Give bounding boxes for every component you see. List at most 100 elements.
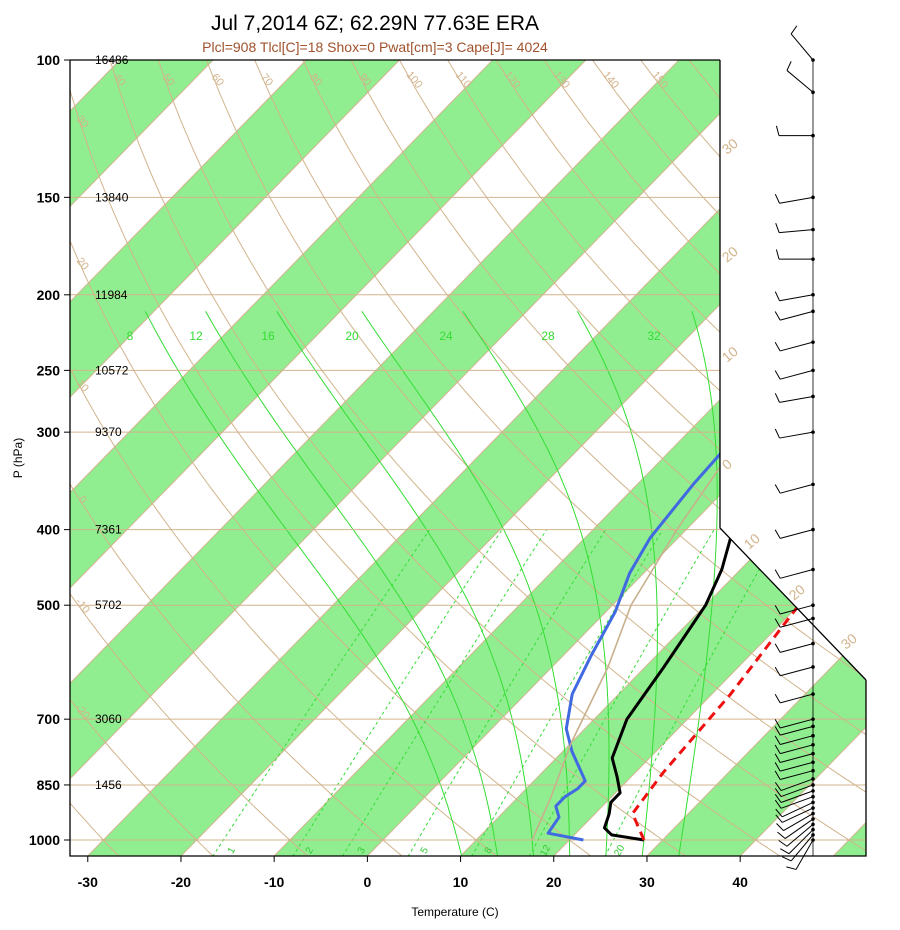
moist-adiabat-label: 20	[345, 329, 359, 343]
height-label: 5702	[95, 598, 122, 612]
wind-barb	[784, 818, 814, 839]
wind-feather	[775, 223, 780, 233]
x-tick-label: 30	[639, 874, 655, 890]
wind-feather	[774, 744, 781, 754]
mixing-ratio-line	[604, 529, 783, 856]
moist-adiabat-label: 32	[647, 329, 661, 343]
wind-feather	[775, 249, 780, 260]
wind-barb	[795, 839, 814, 870]
wind-feather	[774, 643, 781, 653]
wind-feather	[790, 25, 798, 35]
temperature-band	[273, 60, 866, 856]
height-label: 3060	[95, 712, 122, 726]
moist-adiabat	[576, 311, 658, 856]
x-tick-label: 40	[732, 874, 748, 890]
wind-barb	[783, 813, 814, 832]
wind-barb	[780, 735, 814, 745]
wind-feather	[781, 856, 792, 862]
wind-barb	[780, 744, 814, 755]
moist-adiabat	[678, 311, 718, 856]
dry-adiabat	[447, 60, 866, 856]
wind-feather	[786, 61, 792, 71]
wind-feather	[777, 831, 786, 839]
wind-barb	[780, 341, 814, 352]
x-tick-label: -20	[171, 874, 191, 890]
temperature-band	[70, 60, 603, 856]
wind-barb	[779, 294, 814, 302]
mixing-ratio-line	[212, 529, 431, 856]
moist-adiabat	[144, 311, 463, 856]
wind-barb	[779, 196, 814, 204]
wind-feather	[774, 762, 781, 772]
wind-barb	[790, 834, 814, 862]
height-label: 11984	[95, 288, 128, 302]
wind-feather	[774, 799, 782, 809]
wind-feather	[774, 666, 781, 677]
wind-barb	[780, 617, 814, 628]
frame-right-edge	[719, 60, 867, 681]
isotherm-line	[70, 60, 324, 856]
mixing-ratio-lines	[212, 529, 783, 856]
wind-barb	[780, 778, 814, 792]
wind-barb	[780, 569, 814, 579]
temperature-band	[70, 60, 790, 856]
isotherm-line	[273, 60, 866, 856]
wind-feather	[774, 569, 781, 579]
y-tick-label: 200	[37, 287, 61, 303]
y-tick-label: 500	[37, 597, 61, 613]
dry-adiabat-label: 140	[600, 69, 621, 91]
moist-adiabat-label: 16	[261, 329, 275, 343]
temperature-bands	[70, 60, 866, 856]
y-tick-label: 100	[37, 52, 61, 68]
temperature-band	[460, 60, 866, 856]
wind-feather	[778, 840, 788, 847]
dry-adiabat	[398, 60, 866, 856]
isotherm-line	[70, 60, 790, 856]
isotherm-line	[70, 60, 697, 856]
wind-feather	[774, 794, 782, 803]
x-tick-label: -30	[78, 874, 98, 890]
y-tick-label: 1000	[29, 832, 60, 848]
dry-adiabat	[302, 60, 866, 856]
wind-barb	[780, 604, 814, 615]
wind-barb	[780, 761, 814, 772]
moist-adiabat-label: 8	[127, 329, 134, 343]
wind-feather	[775, 125, 780, 136]
isotherm-line	[70, 60, 604, 856]
wind-feather	[774, 428, 780, 439]
wind-feather	[774, 529, 781, 539]
wind-feather	[774, 693, 781, 704]
wind-barb	[779, 395, 814, 403]
wind-feather	[774, 719, 781, 729]
wind-barb	[781, 801, 814, 818]
dry-adiabat	[254, 60, 866, 856]
wind-barb	[788, 829, 814, 855]
wind-feather	[774, 291, 780, 301]
plot-frame	[69, 59, 867, 857]
wind-barb	[781, 807, 814, 823]
wind-barb	[780, 483, 814, 494]
wind-barb	[786, 824, 814, 847]
y-axis-label: P (hPa)	[11, 438, 25, 478]
isotherm-line	[552, 60, 866, 856]
wind-feather	[774, 788, 782, 797]
isotherm-label: 10	[719, 343, 741, 365]
wind-barb	[780, 796, 814, 809]
moist-adiabat	[276, 311, 535, 856]
y-tick-label: 400	[37, 522, 61, 538]
mixing-ratio-label: 20	[612, 843, 627, 859]
chart-subtitle: Plcl=908 Tlcl[C]=18 Shox=0 Pwat[cm]=3 Ca…	[202, 39, 548, 55]
wind-barb	[786, 70, 814, 93]
wind-feather	[774, 193, 780, 204]
x-tick-label: 10	[453, 874, 469, 890]
y-tick-label: 300	[37, 424, 61, 440]
wind-feather	[775, 814, 783, 823]
wind-feather	[774, 735, 781, 745]
wind-feather	[776, 823, 784, 831]
temperature-band	[70, 60, 417, 856]
x-tick-label: -10	[264, 874, 284, 890]
wind-feather	[786, 866, 797, 870]
series-line	[603, 60, 866, 842]
x-tick-label: 0	[363, 874, 371, 890]
